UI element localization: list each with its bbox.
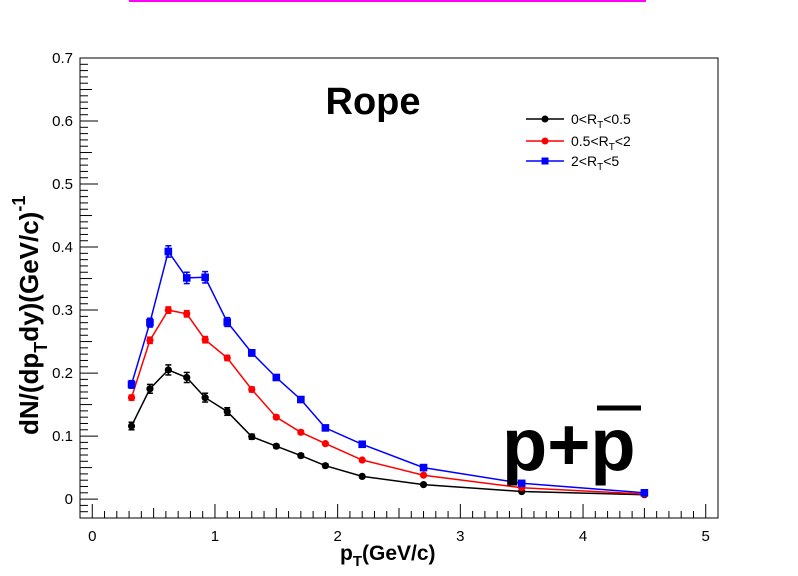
point-2-8 — [297, 395, 305, 404]
legend-label-0: 0<RT<0.5 — [571, 111, 631, 131]
series-2 — [127, 245, 649, 497]
legend-entry-1: 0.5<RT<2 — [526, 133, 631, 153]
point-1-8 — [297, 428, 305, 436]
point-2-13 — [640, 488, 649, 497]
point-2-1 — [146, 318, 154, 327]
point-1-3 — [183, 310, 191, 318]
legend-entry-0: 0<RT<0.5 — [526, 111, 631, 131]
point-1-6 — [248, 385, 256, 394]
chart-title: Rope — [326, 81, 421, 123]
point-2-6 — [247, 349, 256, 357]
point-0-7 — [272, 442, 280, 450]
point-1-1 — [146, 336, 154, 344]
series-layer — [127, 245, 649, 499]
x-tick-label-2: 2 — [333, 528, 341, 545]
point-0-11 — [419, 481, 428, 489]
point-2-0 — [127, 380, 136, 389]
x-tick-label-0: 0 — [88, 528, 96, 545]
point-2-12 — [517, 479, 526, 488]
point-2-3 — [182, 274, 191, 282]
point-1-11 — [419, 471, 428, 479]
point-0-5 — [223, 407, 231, 416]
series-line-2 — [130, 249, 645, 494]
point-1-2 — [164, 306, 172, 314]
point-0-2 — [164, 366, 172, 374]
y-tick-label-6: 0.6 — [52, 113, 73, 130]
point-1-10 — [358, 456, 366, 464]
y-tick-label-0: 0 — [65, 491, 73, 508]
y-tick-label-7: 0.7 — [52, 50, 73, 67]
y-axis-title: dN/(dpTdy)(GeV/c)-1 — [9, 196, 51, 435]
point-1-9 — [321, 440, 329, 448]
x-axis-title: pT(GeV/c) — [340, 542, 436, 570]
legend-label-2: 2<RT<5 — [571, 153, 619, 173]
point-2-2 — [164, 247, 173, 256]
point-0-1 — [146, 385, 154, 393]
point-2-4 — [201, 273, 209, 282]
series-0 — [127, 364, 648, 499]
point-1-0 — [127, 394, 136, 402]
point-0-8 — [297, 452, 305, 460]
point-0-0 — [127, 422, 136, 430]
legend-entry-2: 2<RT<5 — [526, 153, 619, 173]
point-1-4 — [201, 336, 209, 344]
legend-label-1: 0.5<RT<2 — [571, 133, 631, 153]
point-2-9 — [321, 424, 330, 432]
x-tick-label-4: 4 — [579, 528, 587, 545]
series-1 — [127, 306, 648, 498]
point-1-5 — [223, 354, 231, 362]
axes: 0 1 2 3 4 5 0 0.1 0.2 0.3 0.4 0.5 0.6 0.7 — [52, 50, 719, 545]
annotation-p-pbar: p+p — [502, 403, 636, 486]
point-2-7 — [272, 373, 281, 382]
point-0-4 — [201, 394, 209, 402]
y-tick-label-1: 0.1 — [52, 428, 73, 445]
y-tick-label-3: 0.3 — [52, 302, 73, 319]
point-2-10 — [358, 440, 366, 449]
point-2-5 — [223, 318, 232, 326]
y-tick-label-4: 0.4 — [52, 239, 73, 256]
point-0-9 — [321, 462, 329, 470]
point-0-6 — [248, 433, 256, 441]
point-1-7 — [272, 413, 280, 421]
x-tick-label-5: 5 — [702, 528, 710, 545]
x-tick-label-1: 1 — [211, 528, 219, 545]
y-tick-label-5: 0.5 — [52, 176, 73, 193]
y-tick-label-2: 0.2 — [52, 365, 73, 382]
point-2-11 — [419, 463, 428, 472]
legend: 0<RT<0.5 0.5<RT<2 2<RT<5 — [526, 111, 631, 173]
x-tick-label-3: 3 — [456, 528, 464, 545]
point-0-3 — [183, 373, 191, 382]
point-0-10 — [358, 472, 366, 481]
